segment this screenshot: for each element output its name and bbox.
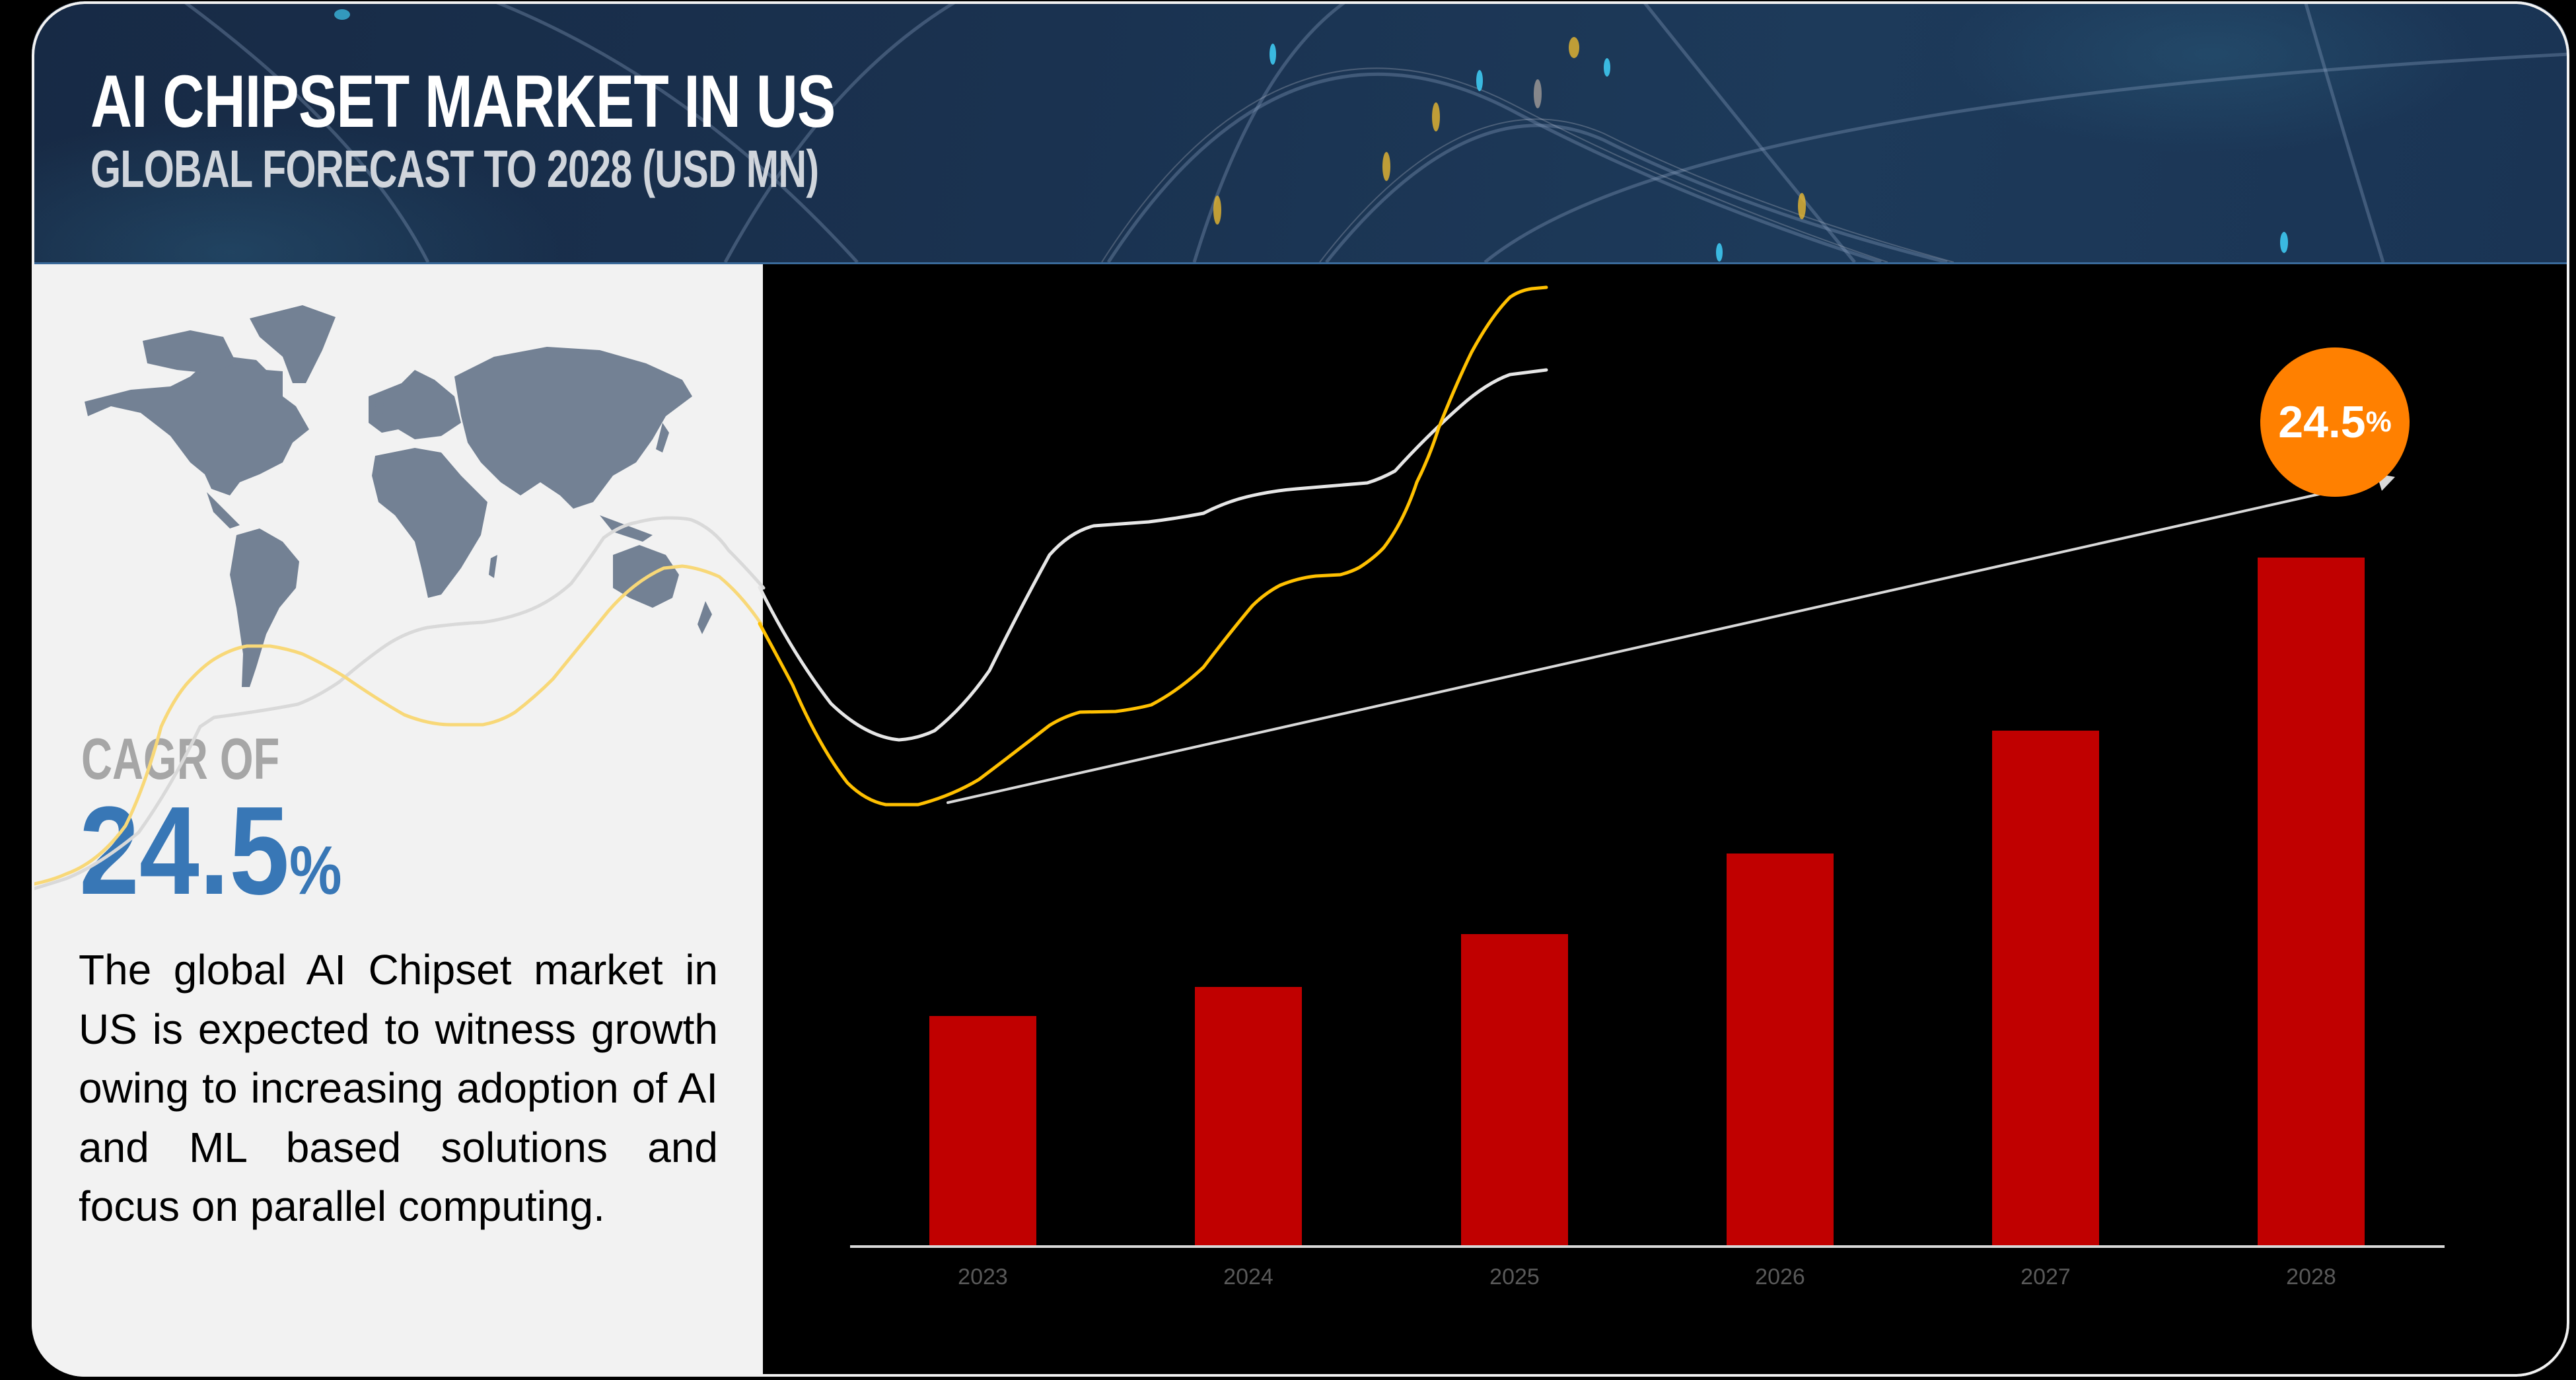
infographic-card: AI CHIPSET MARKET IN US GLOBAL FORECAST …	[32, 1, 2569, 1377]
page-subtitle: GLOBAL FORECAST TO 2028 (USD MN)	[90, 139, 819, 198]
cagr-badge: 24.5%	[2260, 347, 2410, 497]
x-tick-2024: 2024	[1223, 1264, 1273, 1289]
page-title: AI CHIPSET MARKET IN US	[90, 60, 836, 143]
bar-2026	[1727, 853, 1834, 1245]
x-tick-2028: 2028	[2286, 1264, 2336, 1289]
bar-2023	[929, 1016, 1036, 1245]
bar-2024	[1195, 987, 1302, 1245]
x-tick-2023: 2023	[958, 1264, 1008, 1289]
badge-number: 24.5	[2278, 397, 2366, 447]
cagr-value: 24.5%	[79, 788, 342, 914]
cagr-percent-sign: %	[289, 832, 342, 909]
bar-2025	[1461, 934, 1568, 1245]
x-tick-2027: 2027	[2021, 1264, 2071, 1289]
market-description: The global AI Chipset market in US is ex…	[79, 946, 718, 1231]
x-axis-line	[850, 1245, 2445, 1248]
bar-2028	[2258, 558, 2365, 1245]
world-map-icon	[85, 305, 712, 687]
badge-percent-sign: %	[2365, 406, 2392, 438]
cagr-label: CAGR OF	[81, 726, 280, 791]
bar-2027	[1992, 731, 2099, 1245]
cagr-number: 24.5	[79, 781, 290, 921]
summary-panel: CAGR OF 24.5% The global AI Chipset mark…	[32, 264, 763, 1377]
x-tick-2026: 2026	[1755, 1264, 1805, 1289]
header-banner: AI CHIPSET MARKET IN US GLOBAL FORECAST …	[32, 1, 2569, 264]
x-tick-2025: 2025	[1489, 1264, 1540, 1289]
